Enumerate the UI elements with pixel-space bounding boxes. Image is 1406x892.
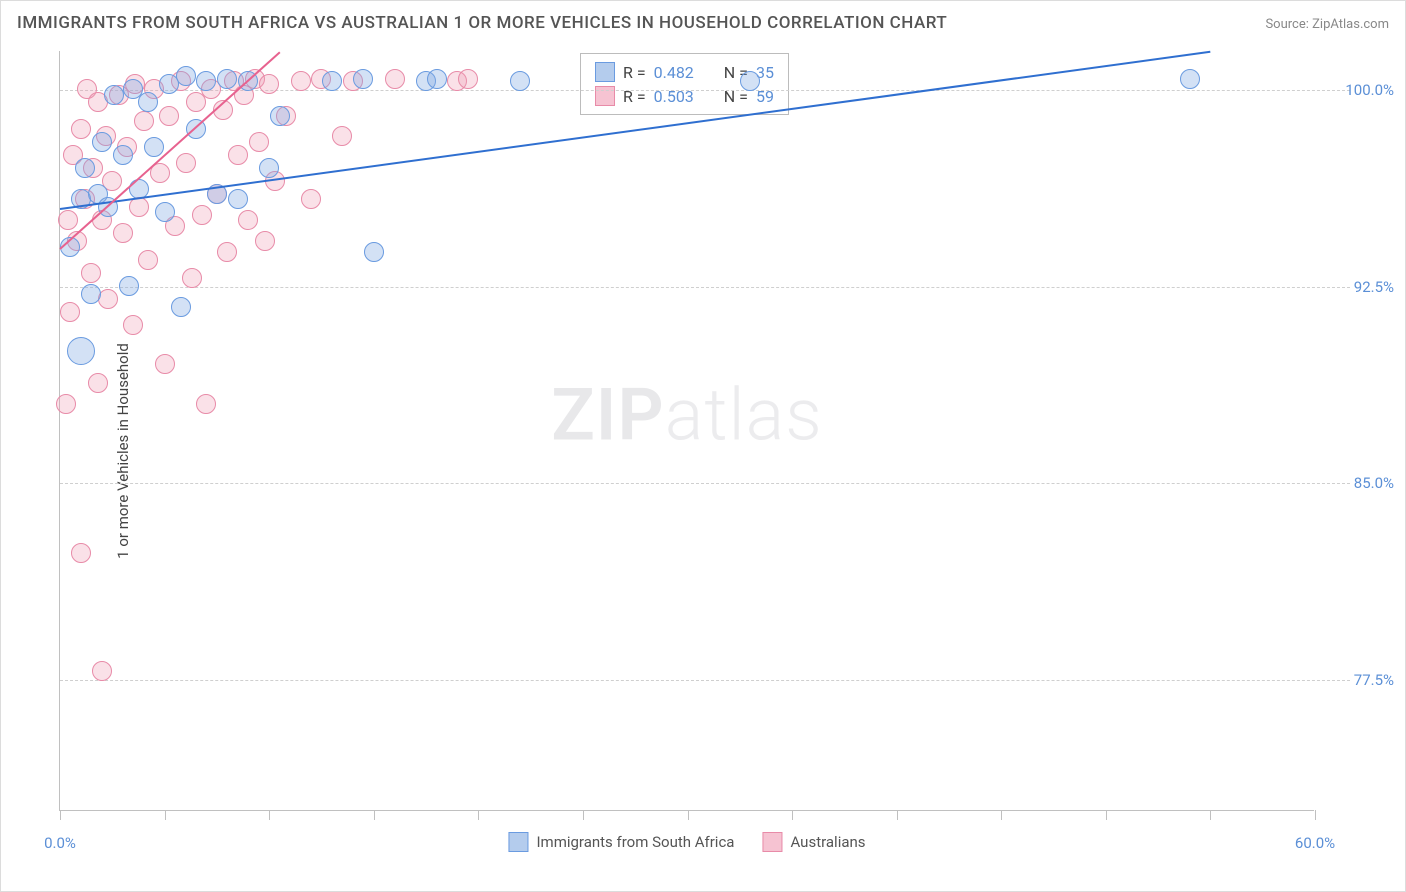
chart-wrap: 1 or more Vehicles in Household ZIPatlas… <box>9 41 1397 861</box>
gridline <box>60 287 1350 288</box>
y-tick-label: 77.5% <box>1324 671 1394 689</box>
plot-area: ZIPatlas R =0.482N =35R =0.503N =59 Immi… <box>59 51 1314 811</box>
data-point <box>353 69 373 89</box>
data-point <box>217 69 237 89</box>
data-point <box>228 145 248 165</box>
x-tick <box>583 810 584 820</box>
data-point <box>238 210 258 230</box>
data-point <box>259 158 279 178</box>
x-tick <box>1210 810 1211 820</box>
data-point <box>458 69 478 89</box>
data-point <box>75 158 95 178</box>
data-point <box>92 132 112 152</box>
data-point <box>270 106 290 126</box>
data-point <box>113 145 133 165</box>
data-point <box>138 92 158 112</box>
data-point <box>60 302 80 322</box>
legend-swatch <box>595 62 615 82</box>
data-point <box>217 242 237 262</box>
y-tick-label: 85.0% <box>1324 474 1394 492</box>
data-point <box>255 231 275 251</box>
data-point <box>159 106 179 126</box>
data-point <box>176 66 196 86</box>
x-tick <box>897 810 898 820</box>
data-point <box>104 85 124 105</box>
data-point <box>123 315 143 335</box>
data-point <box>81 284 101 304</box>
data-point <box>291 71 311 91</box>
data-point <box>88 373 108 393</box>
x-tick <box>165 810 166 820</box>
data-point <box>113 223 133 243</box>
data-point <box>176 153 196 173</box>
source-name: ZipAtlas.com <box>1312 17 1389 32</box>
source-label: Source: ZipAtlas.com <box>1265 17 1389 32</box>
x-tick-label: 0.0% <box>44 834 76 852</box>
data-point <box>192 205 212 225</box>
data-point <box>259 74 279 94</box>
data-point <box>119 276 139 296</box>
data-point <box>171 297 191 317</box>
data-point <box>332 126 352 146</box>
data-point <box>196 71 216 91</box>
legend-label: Australians <box>790 833 865 851</box>
data-point <box>740 71 760 91</box>
gridline <box>60 680 1350 681</box>
data-point <box>71 543 91 563</box>
data-point <box>301 189 321 209</box>
data-point <box>67 337 95 365</box>
y-tick-label: 100.0% <box>1324 81 1394 99</box>
x-tick <box>792 810 793 820</box>
data-point <box>228 189 248 209</box>
data-point <box>144 137 164 157</box>
legend-swatch <box>595 86 615 106</box>
x-tick <box>478 810 479 820</box>
data-point <box>81 263 101 283</box>
data-point <box>322 71 342 91</box>
data-point <box>510 71 530 91</box>
data-point <box>155 202 175 222</box>
legend-item: Australians <box>762 832 865 852</box>
data-point <box>385 69 405 89</box>
x-tick <box>269 810 270 820</box>
legend-label: Immigrants from South Africa <box>536 833 734 851</box>
x-tick <box>60 810 61 820</box>
data-point <box>56 394 76 414</box>
legend-swatch <box>508 832 528 852</box>
data-point <box>58 210 78 230</box>
x-tick <box>1001 810 1002 820</box>
chart-container: IMMIGRANTS FROM SOUTH AFRICA VS AUSTRALI… <box>0 0 1406 892</box>
x-tick <box>1106 810 1107 820</box>
header-row: IMMIGRANTS FROM SOUTH AFRICA VS AUSTRALI… <box>9 9 1397 41</box>
data-point <box>196 394 216 414</box>
data-point <box>155 354 175 374</box>
series-legend: Immigrants from South Africa Australians <box>508 832 865 852</box>
watermark: ZIPatlas <box>551 373 823 458</box>
r-value: 0.482 <box>654 63 694 82</box>
data-point <box>1180 69 1200 89</box>
x-tick <box>688 810 689 820</box>
data-point <box>249 132 269 152</box>
chart-title: IMMIGRANTS FROM SOUTH AFRICA VS AUSTRALI… <box>17 13 947 33</box>
data-point <box>427 69 447 89</box>
data-point <box>71 119 91 139</box>
x-tick <box>374 810 375 820</box>
data-point <box>134 111 154 131</box>
data-point <box>129 197 149 217</box>
data-point <box>182 268 202 288</box>
legend-swatch <box>762 832 782 852</box>
r-label: R = <box>623 63 646 82</box>
data-point <box>364 242 384 262</box>
legend-item: Immigrants from South Africa <box>508 832 734 852</box>
x-tick-label: 60.0% <box>1295 834 1335 852</box>
gridline <box>60 483 1350 484</box>
y-tick-label: 92.5% <box>1324 278 1394 296</box>
data-point <box>138 250 158 270</box>
x-tick <box>1315 810 1316 820</box>
data-point <box>92 661 112 681</box>
